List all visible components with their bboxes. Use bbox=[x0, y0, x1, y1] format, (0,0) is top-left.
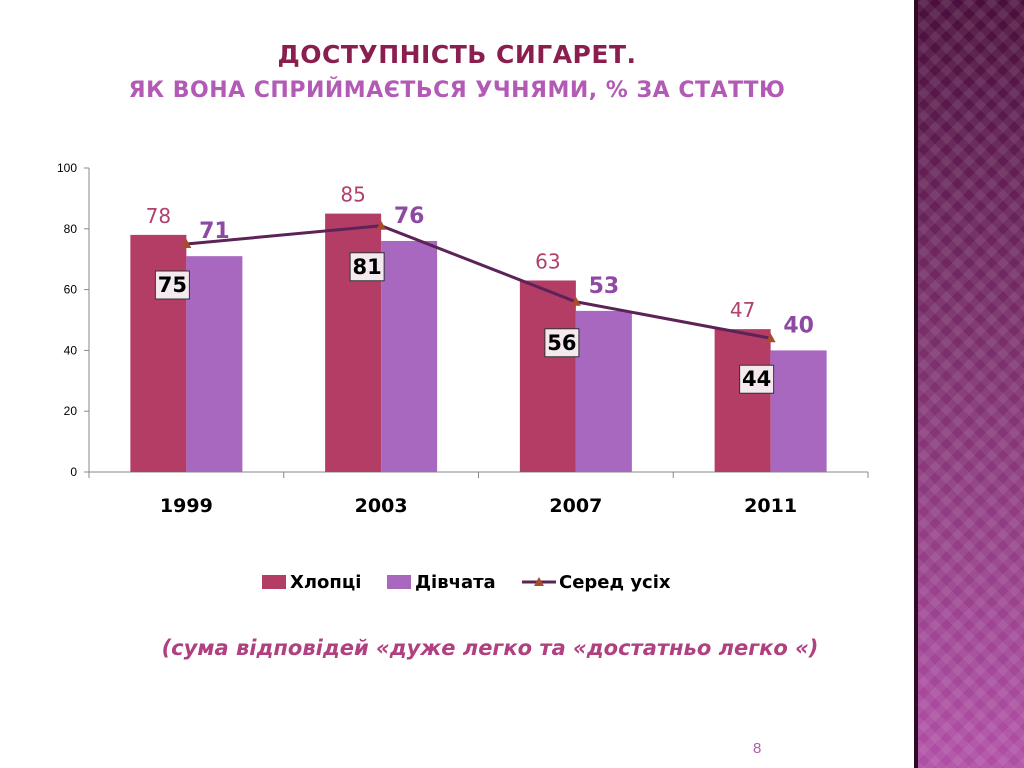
average-marker bbox=[376, 220, 387, 230]
data-label-boys: 78 bbox=[146, 204, 171, 228]
y-tick-label: 100 bbox=[57, 161, 77, 175]
data-label-average-box bbox=[349, 252, 385, 282]
average-marker bbox=[765, 333, 776, 343]
bar-line-chart: 0 20 40 60 80 100 1999 2003 2007 2011 78 85 63 47 71 76… bbox=[57, 161, 869, 593]
bar-girls bbox=[186, 256, 243, 472]
y-tick-label: 0 bbox=[70, 465, 77, 479]
bar-boys bbox=[714, 329, 771, 472]
decorative-side-panel bbox=[914, 0, 1024, 768]
x-tick-label: 2003 bbox=[355, 495, 408, 517]
data-label-average: 56 bbox=[547, 331, 576, 355]
page-number: 8 bbox=[753, 740, 762, 757]
bar-girls bbox=[575, 310, 632, 472]
data-label-average: 75 bbox=[158, 273, 187, 297]
bar-girls bbox=[381, 240, 438, 472]
data-label-boys: 63 bbox=[535, 249, 560, 273]
y-tick-label: 20 bbox=[64, 404, 78, 418]
x-tick-label: 2007 bbox=[549, 495, 602, 517]
slide-subtitle: Як вона сприймається учнями, % за статтю bbox=[128, 78, 786, 103]
bar-girls bbox=[770, 350, 827, 472]
legend-swatch-boys bbox=[262, 575, 286, 589]
legend-swatch-girls bbox=[387, 575, 411, 589]
legend-marker-average bbox=[534, 577, 544, 586]
legend-label-girls: Дівчата bbox=[415, 572, 496, 593]
data-label-average: 81 bbox=[353, 255, 382, 279]
data-label-boys: 47 bbox=[730, 298, 755, 322]
data-label-boys: 85 bbox=[340, 183, 365, 207]
bar-boys bbox=[130, 234, 187, 472]
data-label-average-box bbox=[154, 270, 190, 300]
y-tick-label: 80 bbox=[64, 222, 78, 236]
data-label-girls: 40 bbox=[783, 313, 814, 338]
data-label-average-box bbox=[739, 364, 775, 394]
x-tick-label: 2011 bbox=[744, 495, 797, 517]
data-label-girls: 53 bbox=[589, 274, 620, 299]
data-label-average-box bbox=[544, 328, 580, 358]
slide-title: Доступність сигарет. bbox=[277, 40, 637, 69]
data-label-average: 44 bbox=[742, 367, 771, 391]
average-marker bbox=[570, 296, 581, 306]
y-tick-label: 60 bbox=[64, 283, 78, 297]
average-marker bbox=[181, 239, 192, 248]
x-tick-label: 1999 bbox=[160, 495, 213, 517]
footnote: (сума відповідей «дуже легко та «достатн… bbox=[161, 636, 819, 660]
line-average bbox=[186, 224, 771, 340]
legend-label-boys: Хлопці bbox=[290, 572, 361, 593]
y-tick-label: 40 bbox=[64, 343, 78, 357]
legend-label-average: Серед усіх bbox=[559, 572, 671, 593]
bar-boys bbox=[519, 280, 576, 472]
data-label-girls: 76 bbox=[394, 204, 425, 229]
data-label-girls: 71 bbox=[199, 219, 230, 244]
